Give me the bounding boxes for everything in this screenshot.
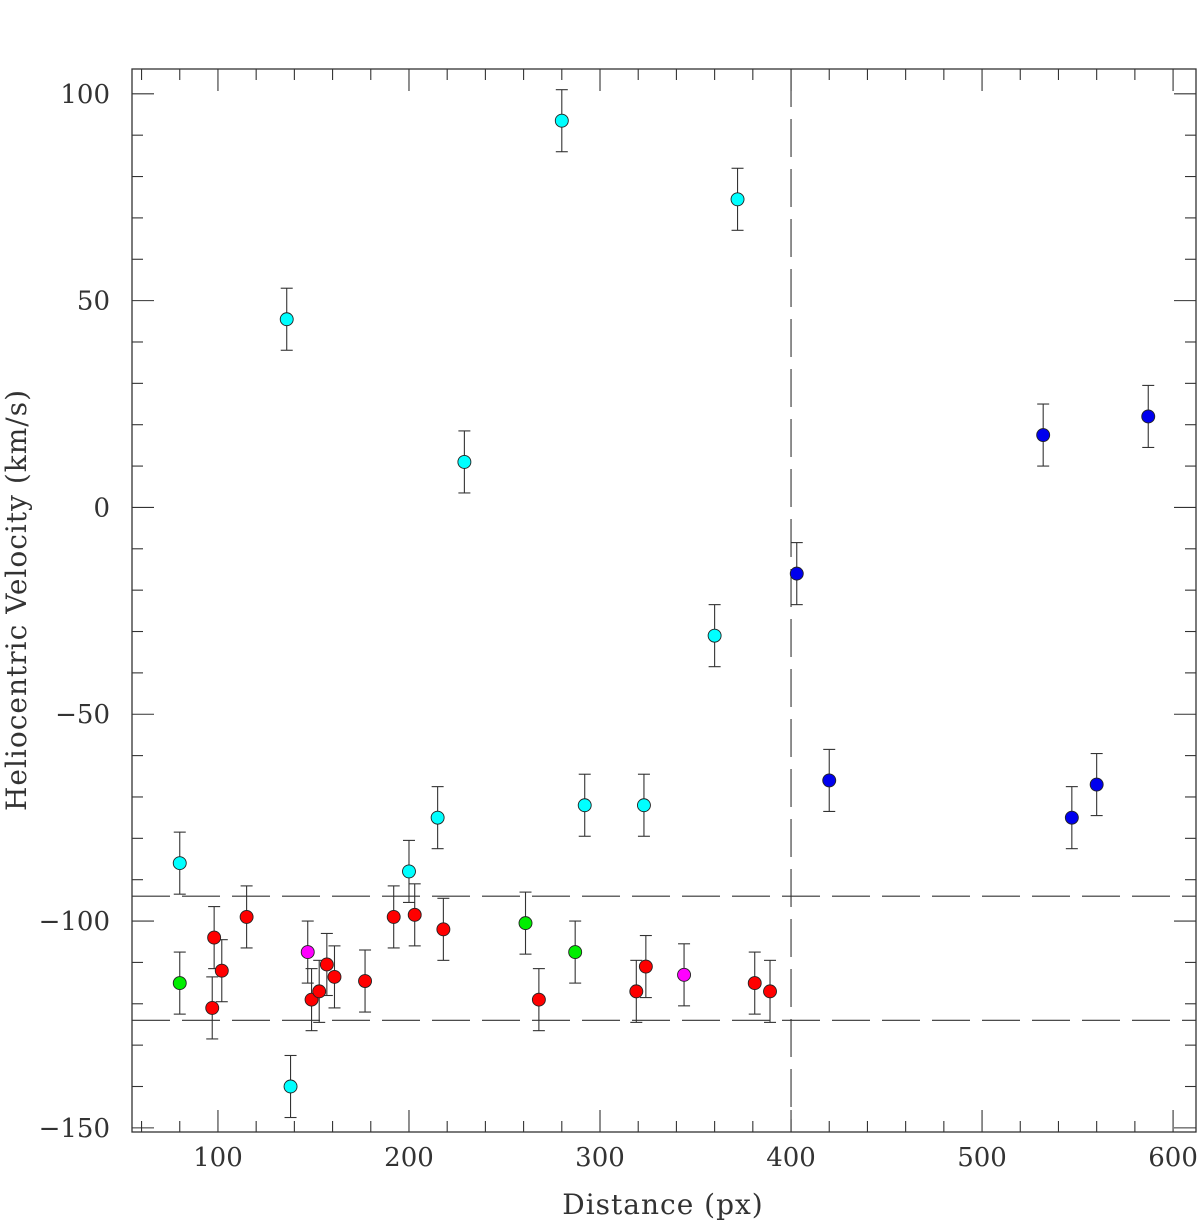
x-tick-label: 200 <box>384 1143 434 1173</box>
data-point <box>457 454 472 469</box>
y-tick-label: −50 <box>55 700 110 730</box>
plot-border <box>131 68 1197 1133</box>
data-point <box>518 916 533 931</box>
data-point <box>554 113 569 128</box>
data-point <box>1089 777 1104 792</box>
data-point <box>1064 810 1079 825</box>
data-points <box>172 113 1156 1094</box>
data-point <box>430 810 445 825</box>
data-point <box>707 628 722 643</box>
data-point <box>747 976 762 991</box>
data-point <box>1141 409 1156 424</box>
data-point <box>172 976 187 991</box>
data-point <box>636 798 651 813</box>
y-tick-label: 0 <box>93 493 110 523</box>
y-tick-label: 100 <box>60 80 110 110</box>
data-point <box>402 864 416 879</box>
data-point <box>300 945 315 960</box>
data-point <box>577 798 592 813</box>
data-point <box>239 909 254 924</box>
x-tick-label: 600 <box>1148 1143 1198 1173</box>
x-tick-label: 100 <box>193 1143 243 1173</box>
data-point <box>789 566 804 581</box>
x-axis-title: Distance (px) <box>562 1188 763 1221</box>
data-point <box>172 856 187 871</box>
x-tick-label: 300 <box>575 1143 625 1173</box>
data-point <box>279 312 294 327</box>
y-tick-label: −150 <box>39 1114 110 1144</box>
data-point <box>1036 428 1051 443</box>
data-point <box>214 963 229 978</box>
data-point <box>677 967 692 982</box>
data-point <box>319 957 334 972</box>
y-tick-label: 50 <box>77 287 110 317</box>
reference-lines <box>132 69 1196 1132</box>
data-point <box>730 192 745 207</box>
data-point <box>407 907 422 922</box>
data-point <box>386 909 401 924</box>
x-tick-label: 500 <box>957 1143 1007 1173</box>
plot-frame <box>131 68 1197 1133</box>
data-point <box>207 930 222 945</box>
data-point <box>531 992 546 1007</box>
data-point <box>763 984 777 999</box>
axis-ticks <box>132 69 1196 1132</box>
data-point <box>436 922 451 937</box>
y-axis-title: Heliocentric Velocity (km/s) <box>0 389 33 811</box>
data-point <box>822 773 837 788</box>
x-tick-label: 400 <box>766 1143 816 1173</box>
y-tick-label: −100 <box>39 907 110 937</box>
data-point <box>358 974 372 988</box>
data-point <box>283 1079 298 1094</box>
data-point <box>629 984 644 999</box>
data-point <box>327 969 342 984</box>
data-point <box>312 984 327 999</box>
data-point <box>568 945 583 960</box>
data-point <box>205 1000 220 1015</box>
data-point <box>638 959 653 974</box>
